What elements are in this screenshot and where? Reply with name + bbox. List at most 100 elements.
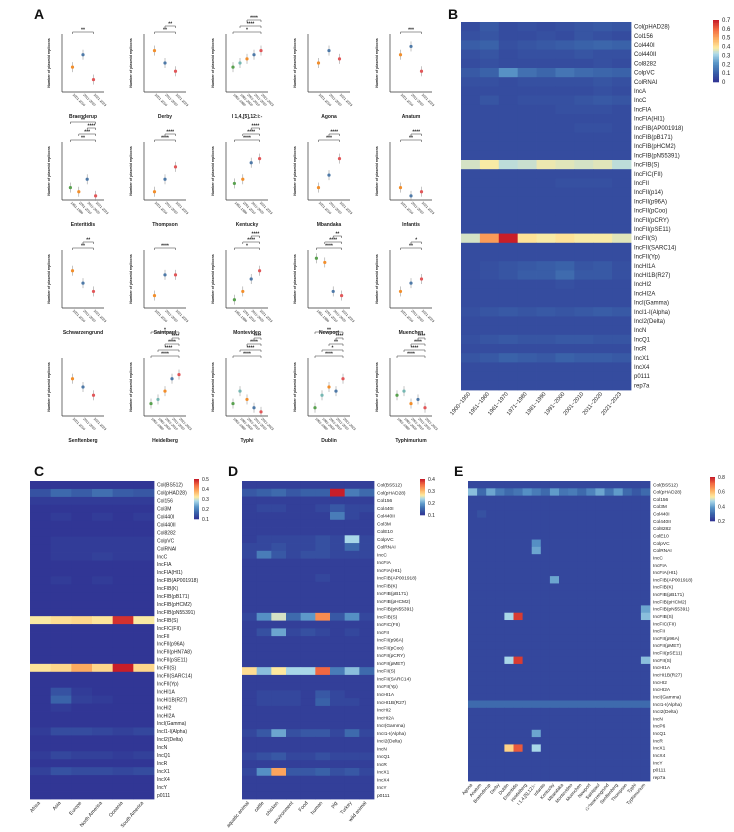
heatmap-cell xyxy=(30,687,52,697)
heatmap-cell xyxy=(344,628,360,637)
colorbar-segment xyxy=(194,516,199,518)
row-label: Col156 xyxy=(653,497,669,503)
row-label: IncN xyxy=(653,716,663,722)
heatmap-cell xyxy=(613,671,624,679)
heatmap-cell xyxy=(330,581,346,590)
heatmap-cell xyxy=(568,576,578,584)
significance-bracket xyxy=(239,349,262,352)
row-label: IncFIB(pHCM2) xyxy=(377,599,411,605)
heatmap-cell xyxy=(461,86,481,96)
heatmap-cell xyxy=(531,488,542,497)
row-label: IncX1 xyxy=(653,746,666,752)
heatmap-cell xyxy=(631,671,642,679)
heatmap-cell xyxy=(536,316,556,326)
heatmap-cell xyxy=(522,627,533,636)
panel-e-heatmap: Col(BS512)Col(pHAD28)Col156Col3MCol440IC… xyxy=(461,475,725,812)
heatmap-cell xyxy=(461,307,481,317)
row-label: IncX4 xyxy=(653,753,666,759)
heatmap-cell xyxy=(586,495,596,504)
colorbar-segment xyxy=(710,518,715,521)
heatmap-cell xyxy=(504,495,514,504)
heatmap-cell xyxy=(468,715,478,723)
heatmap-cell xyxy=(271,550,287,559)
heatmap-cell xyxy=(517,187,537,198)
colorbar-tick-label: 0.4 xyxy=(202,487,209,493)
heatmap-cell xyxy=(359,512,375,521)
heatmap-cell xyxy=(461,58,481,69)
heatmap-cell xyxy=(549,671,560,679)
heatmap-cell xyxy=(559,510,569,518)
heatmap-cell xyxy=(479,132,500,142)
heatmap-cell xyxy=(461,178,481,188)
data-point xyxy=(423,406,427,410)
row-label: IncFIB(pB171) xyxy=(634,135,673,141)
heatmap-cell xyxy=(559,663,569,672)
heatmap-cell xyxy=(315,659,331,668)
heatmap-cell xyxy=(344,659,360,668)
heatmap-cell xyxy=(631,620,642,628)
heatmap-cell xyxy=(477,773,487,782)
heatmap-cell xyxy=(559,685,569,694)
heatmap-cell xyxy=(498,206,519,216)
heatmap-cell xyxy=(477,568,487,577)
heatmap-cell xyxy=(30,751,52,760)
heatmap-cell xyxy=(498,334,519,345)
significance-label: ** xyxy=(81,136,85,142)
row-label: IncFIB(S) xyxy=(157,618,178,624)
colorbar-segment xyxy=(420,512,425,514)
heatmap-cell xyxy=(504,759,514,767)
significance-bracket xyxy=(400,139,422,142)
heatmap-cell xyxy=(50,703,72,712)
heatmap-cell xyxy=(359,690,375,699)
heatmap-cell xyxy=(531,641,542,650)
heatmap-cell xyxy=(555,380,575,391)
row-label: IncHI1B(R27) xyxy=(653,673,682,679)
heatmap-cell xyxy=(71,568,93,577)
colorbar-segment xyxy=(710,478,715,480)
heatmap-cell xyxy=(359,744,375,753)
heatmap-cell xyxy=(112,679,134,689)
heatmap-cell xyxy=(479,353,500,363)
significance-label: **** xyxy=(325,244,333,250)
row-label: IncFIB(S) xyxy=(634,163,659,169)
heatmap-cell xyxy=(242,512,258,521)
heatmap-cell xyxy=(495,554,505,562)
heatmap-cell xyxy=(540,722,551,731)
heatmap-cell xyxy=(359,519,375,528)
heatmap-cell xyxy=(536,132,556,142)
heatmap-cell xyxy=(477,561,487,570)
heatmap-cell xyxy=(522,495,533,504)
heatmap-cell xyxy=(468,510,478,518)
heatmap-cell xyxy=(531,539,542,548)
row-label: IncFII(pCRY) xyxy=(634,218,669,224)
heatmap-cell xyxy=(593,22,613,32)
heatmap-cell xyxy=(498,288,519,299)
heatmap-cell xyxy=(256,659,272,668)
row-label: ColpVC xyxy=(634,71,655,77)
heatmap-cell xyxy=(486,532,496,540)
heatmap-cell xyxy=(468,634,478,643)
heatmap-cell xyxy=(344,705,360,715)
heatmap-cell xyxy=(631,488,642,497)
significance-bracket xyxy=(396,355,426,358)
heatmap-cell xyxy=(71,624,93,633)
heatmap-cell xyxy=(555,233,575,244)
heatmap-cell xyxy=(461,270,481,280)
heatmap-cell xyxy=(517,196,537,207)
row-label: IncC xyxy=(634,98,647,104)
heatmap-cell xyxy=(574,77,594,87)
heatmap-cell xyxy=(477,481,487,489)
heatmap-cell xyxy=(477,649,487,658)
heatmap-cell xyxy=(559,729,569,738)
colorbar-segment xyxy=(713,35,719,38)
heatmap-cell xyxy=(133,695,155,704)
heatmap-cell xyxy=(468,583,478,592)
scatter-plot-dublin: Number of plasmid replicons1961-19801981… xyxy=(293,328,357,445)
heatmap-cell xyxy=(344,550,360,559)
heatmap-cell xyxy=(568,627,578,636)
heatmap-cell xyxy=(271,713,287,722)
heatmap-cell xyxy=(568,620,578,628)
row-label: IncFII(pCoo) xyxy=(377,645,404,651)
heatmap-cell xyxy=(300,775,316,784)
colorbar-segment xyxy=(420,489,425,491)
